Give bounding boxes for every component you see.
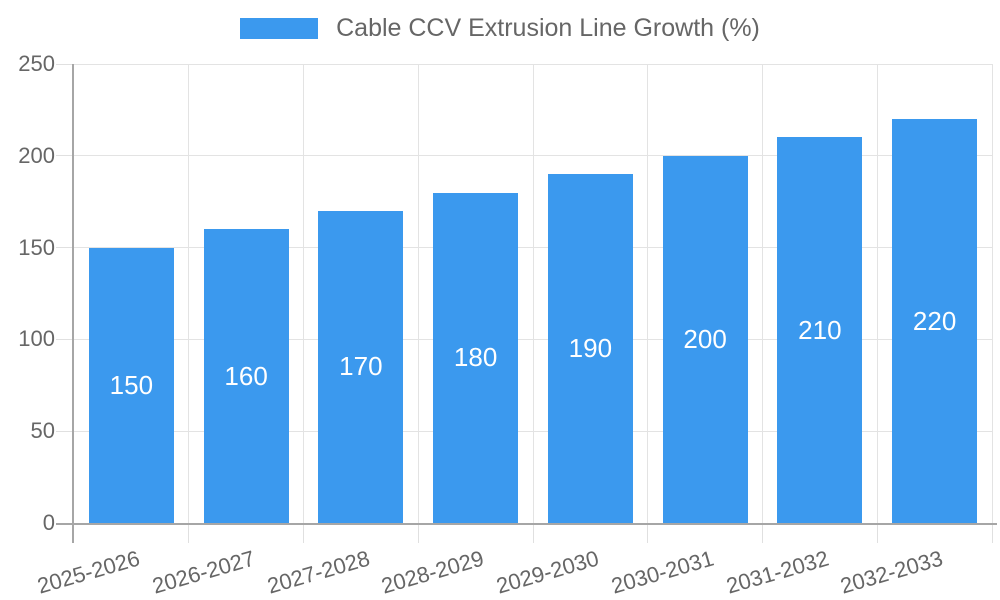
- x-gridline: [532, 64, 534, 523]
- bar-value-label: 210: [798, 314, 842, 345]
- bar-value-label: 220: [912, 305, 957, 336]
- x-axis-tick-label: 2026-2027: [149, 545, 258, 599]
- y-tick-mark: [56, 430, 74, 432]
- x-tick-mark: [647, 523, 649, 543]
- bar-value-label: 150: [109, 369, 154, 400]
- y-tick-mark: [56, 338, 74, 340]
- x-axis-tick-label: 2031-2032: [723, 545, 832, 599]
- x-gridline: [876, 64, 878, 523]
- x-tick-mark: [417, 523, 419, 543]
- x-axis-tick-label: 2029-2030: [493, 545, 602, 599]
- bar-value-label: 170: [339, 351, 383, 382]
- x-gridline: [762, 64, 763, 523]
- legend-item[interactable]: Cable CCV Extrusion Line Growth (%): [0, 13, 1000, 43]
- x-axis-tick-label: 2027-2028: [264, 545, 373, 599]
- x-axis-line: [56, 523, 997, 525]
- bar[interactable]: [662, 155, 748, 523]
- bar[interactable]: [433, 192, 519, 523]
- x-gridline: [647, 64, 649, 523]
- bar[interactable]: [777, 137, 863, 523]
- bar-value-label: 160: [224, 360, 268, 391]
- bar[interactable]: [203, 229, 289, 523]
- legend-swatch-icon: [240, 17, 319, 39]
- x-gridline: [991, 64, 993, 523]
- y-axis-tick-label: 200: [18, 142, 55, 168]
- bar-value-label: 200: [683, 323, 727, 354]
- x-axis-tick-label: 2030-2031: [608, 545, 717, 599]
- y-axis-tick-label: 100: [18, 326, 55, 352]
- y-axis-tick-label: 0: [42, 510, 55, 535]
- bar[interactable]: [547, 174, 633, 523]
- x-tick-mark: [532, 523, 534, 543]
- x-tick-mark: [762, 523, 763, 543]
- y-tick-mark: [56, 155, 74, 157]
- x-tick-mark: [188, 523, 190, 543]
- legend-label: Cable CCV Extrusion Line Growth (%): [336, 14, 760, 42]
- x-axis-tick-label: 2025-2026: [34, 545, 143, 599]
- bar[interactable]: [318, 210, 404, 523]
- x-gridline: [303, 64, 304, 523]
- y-axis-tick-label: 150: [18, 234, 55, 260]
- y-tick-mark: [56, 247, 74, 249]
- x-tick-mark: [991, 523, 993, 543]
- x-axis-tick-label: 2028-2029: [378, 545, 487, 599]
- x-tick-mark: [303, 523, 304, 543]
- x-gridline: [417, 64, 419, 523]
- y-axis-line: [72, 64, 74, 543]
- bar-value-label: 190: [568, 333, 613, 364]
- x-axis-tick-label: 2032-2033: [837, 545, 946, 599]
- bar-value-label: 180: [453, 342, 498, 373]
- bar[interactable]: [88, 247, 174, 523]
- x-gridline: [188, 64, 190, 523]
- x-tick-mark: [876, 523, 878, 543]
- y-tick-mark: [56, 63, 74, 65]
- y-axis-tick-label: 250: [18, 51, 55, 76]
- y-axis-tick-label: 50: [30, 418, 55, 444]
- bar[interactable]: [892, 119, 978, 523]
